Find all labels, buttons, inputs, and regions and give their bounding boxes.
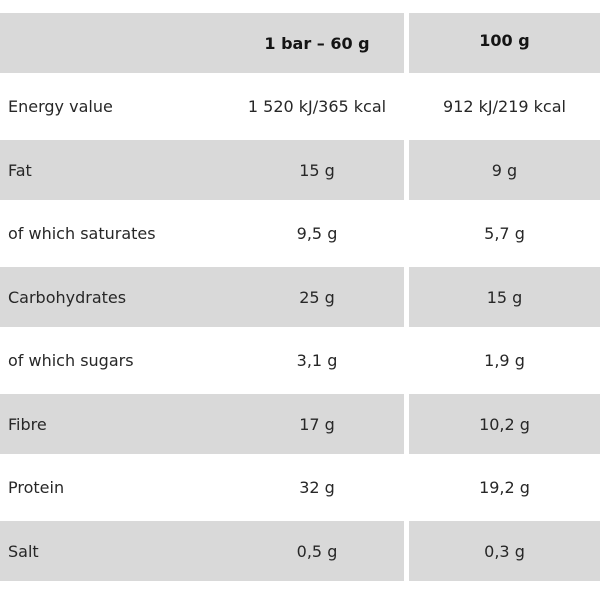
- column-divider: [404, 521, 409, 581]
- row-value-per-bar: 32 g: [299, 478, 335, 497]
- table-row: Energy value 1 520 kJ/365 kcal 912 kJ/21…: [0, 76, 600, 137]
- table-row: Protein 32 g 19,2 g: [0, 457, 600, 518]
- table-header-row: 1 bar – 60 g 100 g: [0, 13, 600, 73]
- row-value-per-100g: 1,9 g: [484, 351, 525, 370]
- row-value-per-100g: 5,7 g: [484, 224, 525, 243]
- row-right-cell: 0,3 g: [409, 521, 600, 581]
- column-divider: [404, 267, 409, 327]
- column-divider: [404, 140, 409, 200]
- row-right-cell: 9 g: [409, 140, 600, 200]
- column-divider: [404, 394, 409, 454]
- row-main-cell: Protein 32 g: [0, 458, 404, 518]
- header-per-100g: 100 g: [479, 30, 530, 50]
- header-right-cell: 100 g: [409, 13, 600, 73]
- row-right-cell: 1,9 g: [409, 331, 600, 391]
- table-row: Fat 15 g 9 g: [0, 140, 600, 200]
- row-main-cell: Salt 0,5 g: [0, 521, 404, 581]
- row-value-per-bar: 3,1 g: [296, 351, 338, 370]
- header-per-bar: 1 bar – 60 g: [264, 33, 370, 53]
- row-value-per-bar: 25 g: [299, 287, 335, 307]
- row-main-cell: Energy value 1 520 kJ/365 kcal: [0, 77, 404, 137]
- row-main-cell: of which sugars 3,1 g: [0, 331, 404, 391]
- table-row: of which saturates 9,5 g 5,7 g: [0, 203, 600, 264]
- column-divider: [404, 13, 409, 73]
- table-row: Fibre 17 g 10,2 g: [0, 394, 600, 454]
- row-label: Fat: [8, 160, 32, 180]
- row-right-cell: 912 kJ/219 kcal: [409, 77, 600, 137]
- row-value-per-bar: 1 520 kJ/365 kcal: [247, 97, 387, 116]
- row-label: Salt: [8, 541, 39, 561]
- table-row: of which sugars 3,1 g 1,9 g: [0, 330, 600, 391]
- row-right-cell: 15 g: [409, 267, 600, 327]
- row-label: of which sugars: [8, 351, 134, 370]
- row-main-cell: of which saturates 9,5 g: [0, 204, 404, 264]
- row-value-per-100g: 9 g: [491, 160, 518, 180]
- row-right-cell: 19,2 g: [409, 458, 600, 518]
- column-divider: [404, 203, 409, 264]
- nutrition-table: 1 bar – 60 g 100 g Energy value 1 520 kJ…: [0, 13, 600, 581]
- column-divider: [404, 457, 409, 518]
- column-divider: [404, 76, 409, 137]
- row-value-per-bar: 15 g: [299, 160, 335, 180]
- row-label: Fibre: [8, 414, 47, 434]
- row-main-cell: Fibre 17 g: [0, 394, 404, 454]
- row-main-cell: Fat 15 g: [0, 140, 404, 200]
- row-right-cell: 5,7 g: [409, 204, 600, 264]
- table-row: Carbohydrates 25 g 15 g: [0, 267, 600, 327]
- row-label: Carbohydrates: [8, 287, 127, 307]
- table-row: Salt 0,5 g 0,3 g: [0, 521, 600, 581]
- column-divider: [404, 330, 409, 391]
- row-main-cell: Carbohydrates 25 g: [0, 267, 404, 327]
- row-value-per-bar: 0,5 g: [296, 541, 338, 561]
- row-right-cell: 10,2 g: [409, 394, 600, 454]
- row-value-per-100g: 15 g: [486, 287, 523, 307]
- table-body: Energy value 1 520 kJ/365 kcal 912 kJ/21…: [0, 76, 600, 581]
- row-label: Protein: [8, 478, 65, 497]
- row-value-per-bar: 9,5 g: [296, 224, 338, 243]
- row-value-per-bar: 17 g: [299, 414, 335, 434]
- row-label: Energy value: [8, 97, 113, 116]
- row-value-per-100g: 912 kJ/219 kcal: [443, 97, 566, 116]
- header-main-cell: 1 bar – 60 g: [0, 13, 404, 73]
- row-label: of which saturates: [8, 224, 156, 243]
- row-value-per-100g: 0,3 g: [484, 541, 525, 561]
- row-value-per-100g: 10,2 g: [479, 414, 530, 434]
- row-value-per-100g: 19,2 g: [479, 478, 530, 497]
